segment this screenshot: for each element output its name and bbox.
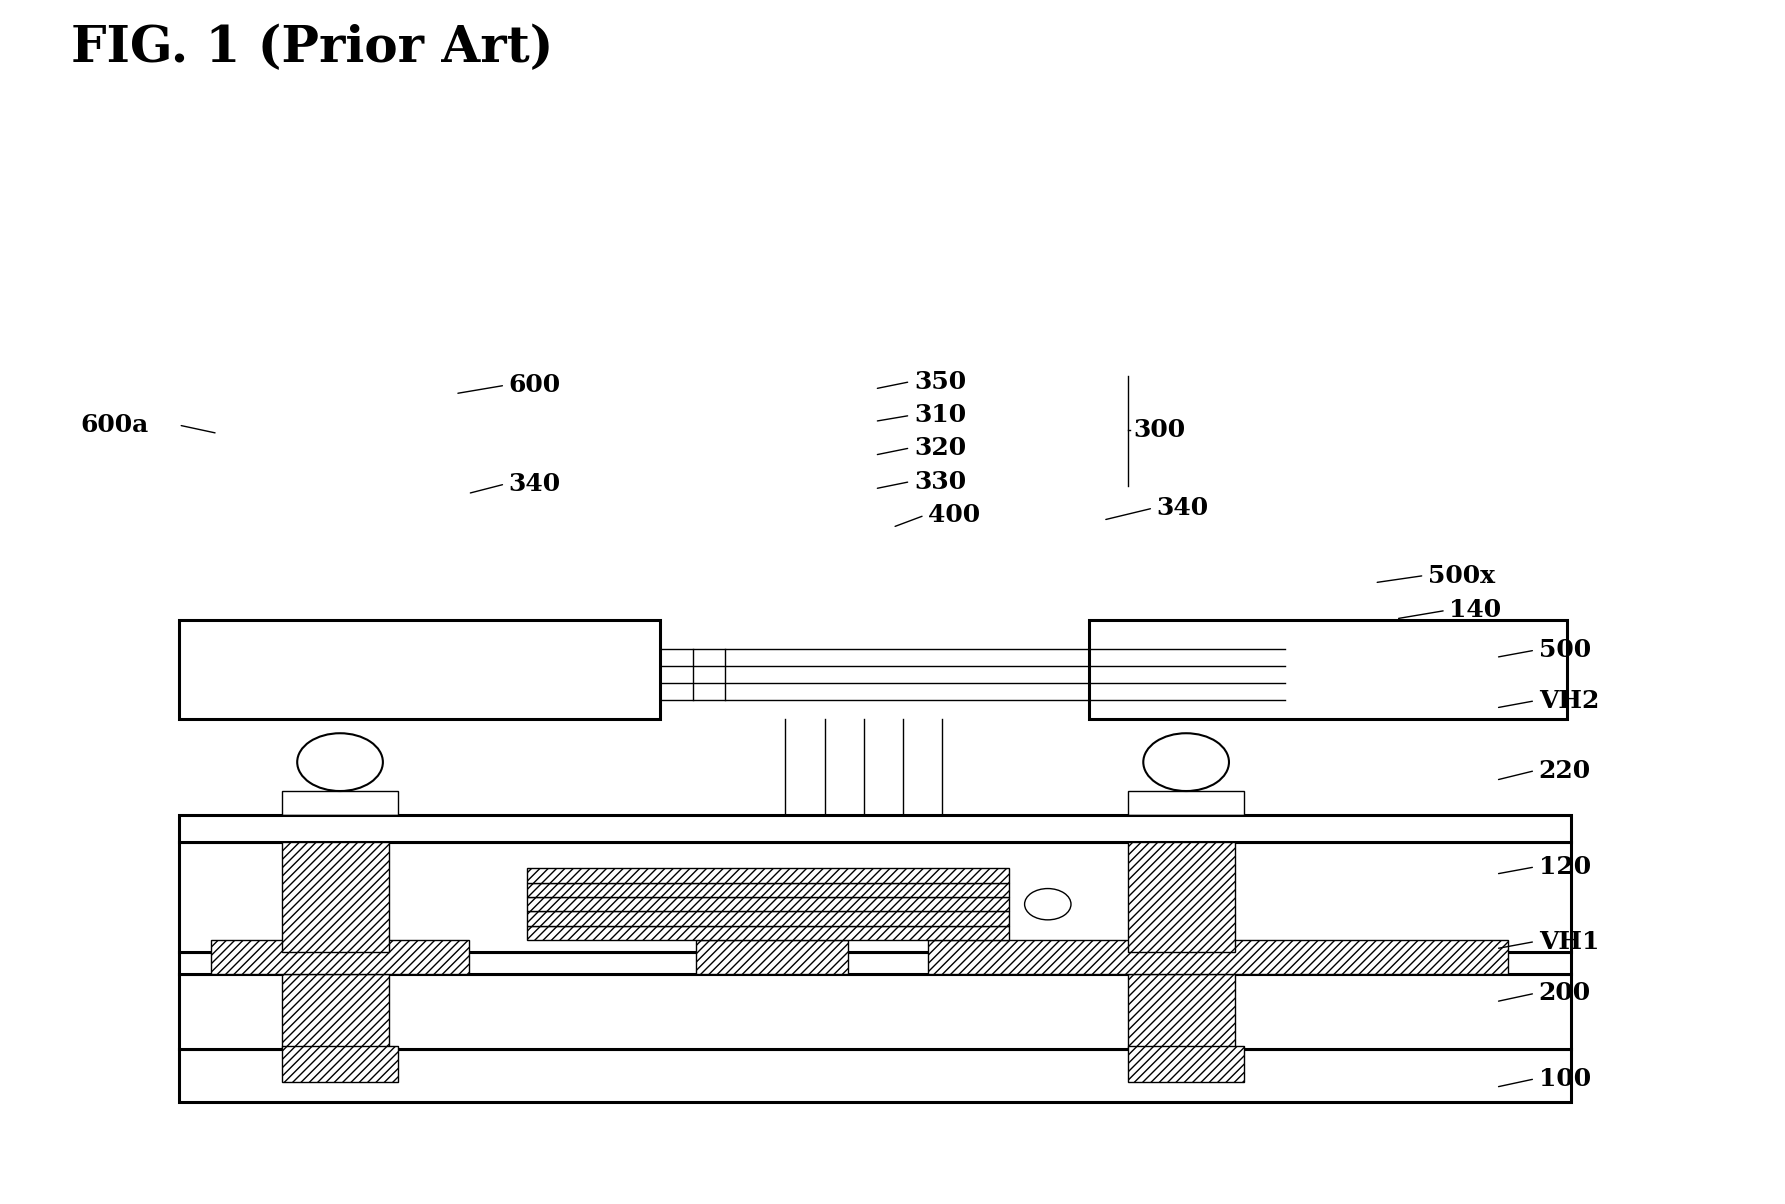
Text: 310: 310: [914, 403, 966, 427]
Text: 340: 340: [1157, 496, 1208, 520]
Bar: [178, 815, 1571, 842]
Text: VH2: VH2: [1539, 689, 1599, 713]
Bar: [282, 791, 398, 815]
Bar: [527, 926, 1009, 940]
Bar: [211, 940, 469, 974]
Bar: [527, 911, 1009, 926]
Bar: [282, 1046, 398, 1082]
Text: 330: 330: [914, 470, 966, 494]
Bar: [1128, 1046, 1244, 1082]
Bar: [1128, 974, 1235, 1049]
Text: 500x: 500x: [1428, 563, 1496, 588]
Bar: [178, 620, 660, 719]
Bar: [178, 1049, 1571, 1102]
Text: 400: 400: [928, 503, 980, 527]
Text: 600: 600: [509, 373, 560, 397]
Text: 340: 340: [509, 472, 560, 496]
Bar: [527, 868, 1009, 883]
Text: 350: 350: [914, 370, 966, 394]
Text: 500: 500: [1539, 638, 1590, 662]
Text: 100: 100: [1539, 1067, 1590, 1091]
Bar: [178, 842, 1571, 952]
Bar: [696, 940, 848, 974]
Circle shape: [1144, 733, 1228, 791]
Bar: [1128, 842, 1235, 952]
Text: VH1: VH1: [1539, 929, 1599, 954]
Bar: [282, 842, 389, 952]
Bar: [928, 940, 1508, 974]
Text: 200: 200: [1539, 981, 1590, 1005]
Bar: [178, 952, 1571, 974]
Text: 300: 300: [1133, 418, 1185, 442]
Text: 320: 320: [914, 436, 966, 460]
Bar: [1128, 791, 1244, 815]
Bar: [527, 883, 1009, 897]
Text: 120: 120: [1539, 855, 1590, 879]
Text: 220: 220: [1539, 759, 1590, 783]
Circle shape: [298, 733, 384, 791]
Bar: [1089, 620, 1567, 719]
Text: 140: 140: [1449, 598, 1501, 622]
Circle shape: [1025, 889, 1071, 920]
Bar: [178, 974, 1571, 1049]
Bar: [527, 897, 1009, 911]
Text: FIG. 1 (Prior Art): FIG. 1 (Prior Art): [71, 24, 553, 72]
Text: 600a: 600a: [80, 413, 148, 437]
Bar: [282, 974, 389, 1049]
